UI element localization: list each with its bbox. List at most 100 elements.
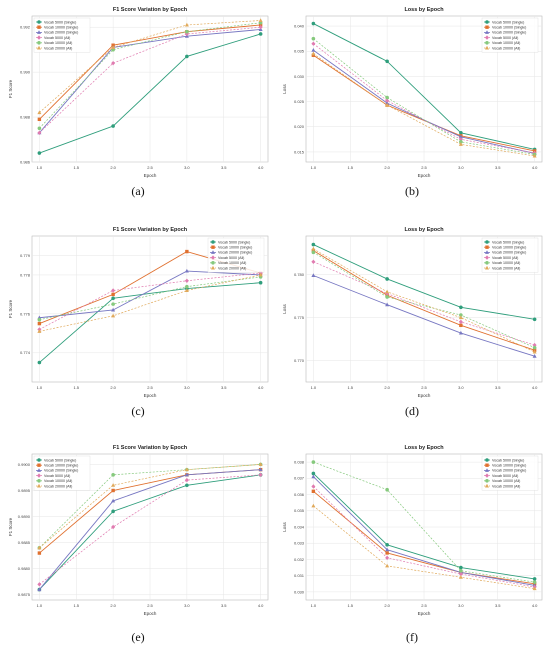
x-tick-label: 2.0	[110, 165, 116, 170]
y-tick-label: 0.778	[20, 272, 31, 277]
data-point	[459, 313, 463, 317]
x-tick-label: 1.5	[73, 165, 79, 170]
x-tick-label: 3.0	[184, 385, 190, 390]
chart-b: Loss by Epoch 1.0 1.5 2.0 2.5 3.0 3.5 4.0 0.015 0…	[276, 2, 548, 182]
series-line	[39, 469, 261, 590]
y-tick-label: 0.774	[20, 350, 31, 355]
legend-marker	[211, 240, 215, 244]
legend-label: Vocab 20000 (Single)	[44, 31, 78, 35]
series-line	[313, 505, 535, 589]
series-line	[39, 474, 261, 590]
y-tick-label: 0.033	[294, 541, 305, 546]
data-point	[532, 354, 537, 358]
legend-label: Vocab 10000 (Single)	[492, 246, 526, 250]
data-point	[37, 130, 42, 135]
legend-marker	[485, 255, 489, 260]
legend-marker	[37, 479, 41, 483]
x-tick-label: 1.5	[347, 385, 353, 390]
x-tick-label: 2.5	[147, 165, 153, 170]
legend-label: Vocab 20000 (Single)	[492, 469, 526, 473]
x-tick-label: 2.0	[110, 385, 116, 390]
chart-f-svg: Loss by Epoch 1.0 1.5 2.0 2.5 3.0 3.5 4.0 0.030 0…	[282, 445, 543, 616]
y-tick-label: 0.988	[20, 114, 31, 119]
series-line	[313, 53, 535, 157]
y-tick-label: 0.031	[294, 573, 305, 578]
caption-e: (e)	[131, 630, 145, 644]
caption-c: (c)	[131, 404, 145, 418]
data-point	[385, 295, 389, 299]
chart-c-svg: F1 Score Variation by Epoch 1.0 1.5 2.0 2.5 3…	[8, 227, 269, 398]
data-point	[111, 307, 116, 312]
data-point	[532, 342, 537, 348]
x-tick-label: 2.5	[147, 603, 153, 608]
legend-marker	[211, 255, 215, 260]
data-point	[258, 272, 263, 277]
data-point	[311, 21, 316, 26]
data-point	[37, 110, 42, 115]
series-line	[39, 276, 261, 321]
legend-marker	[37, 473, 41, 478]
data-point	[311, 460, 316, 464]
chart-title: Loss by Epoch	[404, 7, 444, 13]
series-line	[313, 54, 535, 152]
legend-marker	[485, 473, 489, 478]
data-point	[459, 565, 463, 570]
data-point	[385, 547, 390, 552]
caption-d: (d)	[405, 404, 419, 418]
series-line	[313, 252, 535, 348]
series-line	[39, 22, 261, 129]
series-line	[39, 464, 261, 549]
legend-label: Vocab 10000 (All)	[44, 479, 72, 483]
data-point	[385, 102, 390, 107]
series-line	[313, 275, 535, 357]
x-tick-label: 3.0	[458, 165, 464, 170]
data-point	[37, 321, 42, 326]
x-axis-label: Epoch	[418, 611, 431, 616]
chart-d-svg: Loss by Epoch 1.0 1.5 2.0 2.5 3.0 3.5 4.0 0.770 0…	[282, 227, 543, 398]
data-point	[385, 302, 390, 307]
y-axis-label: Loss	[282, 522, 287, 532]
series-line	[39, 474, 261, 585]
data-point	[311, 489, 316, 494]
y-tick-label: 0.992	[20, 25, 31, 30]
y-tick-label: 0.025	[294, 99, 305, 104]
series-line	[313, 38, 535, 155]
legend-marker	[485, 41, 489, 45]
legend-marker	[485, 25, 489, 29]
data-point	[111, 488, 115, 493]
x-tick-label: 1.5	[73, 603, 79, 608]
y-tick-label: 0.779	[20, 253, 31, 258]
data-point	[184, 22, 189, 27]
x-tick-label: 4.0	[258, 385, 264, 390]
caption-a: (a)	[131, 184, 145, 198]
caption-b: (b)	[405, 184, 419, 198]
legend-label: Vocab 20000 (All)	[492, 484, 520, 488]
legend-label: Vocab 5000 (All)	[492, 256, 518, 260]
data-point	[385, 59, 389, 64]
series-line	[313, 23, 535, 150]
y-tick-label: 0.770	[294, 358, 305, 363]
x-tick-label: 2.5	[421, 165, 427, 170]
data-point	[458, 142, 463, 146]
data-point	[185, 284, 189, 289]
legend-label: Vocab 10000 (Single)	[44, 26, 78, 30]
x-tick-label: 1.0	[311, 603, 317, 608]
data-point	[458, 134, 463, 139]
chart-title: Loss by Epoch	[404, 227, 444, 233]
x-tick-label: 1.0	[37, 603, 43, 608]
x-tick-label: 3.5	[221, 165, 227, 170]
data-point	[37, 545, 42, 550]
series-line	[39, 270, 261, 319]
legend-label: Vocab 10000 (All)	[44, 41, 72, 45]
x-tick-label: 2.5	[421, 603, 427, 608]
x-axis-label: Epoch	[418, 393, 431, 398]
x-tick-label: 2.0	[384, 165, 390, 170]
data-point	[258, 467, 263, 472]
x-tick-label: 3.5	[221, 385, 227, 390]
data-point	[385, 277, 389, 281]
legend-label: Vocab 5000 (All)	[44, 474, 70, 478]
legend-label: Vocab 20000 (All)	[44, 484, 72, 488]
data-point	[111, 296, 115, 301]
data-point	[385, 563, 390, 568]
x-tick-label: 1.0	[37, 165, 43, 170]
